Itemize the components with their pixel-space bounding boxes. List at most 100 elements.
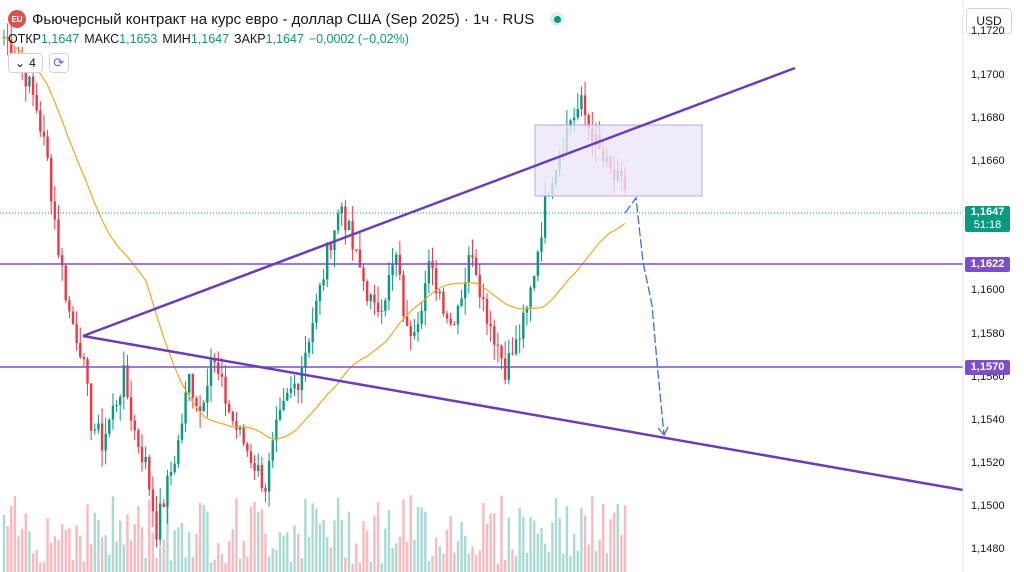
sync-icon[interactable]: ⟳ [48, 53, 69, 73]
candle-body [271, 440, 274, 461]
candle-body [424, 283, 427, 311]
candle-body [97, 423, 100, 430]
candle-body [57, 219, 60, 256]
candle-body [195, 397, 198, 407]
volume-bar [369, 561, 372, 572]
candle-body [220, 373, 224, 377]
candle-body [464, 282, 467, 299]
volume-bar [108, 554, 111, 572]
candle-body [264, 488, 267, 492]
candle-body [434, 268, 438, 294]
candle-body [405, 316, 409, 327]
candle-body [129, 397, 133, 421]
candle-body [39, 110, 42, 132]
volume-bar [206, 511, 209, 572]
candle-body [304, 352, 307, 368]
volume-bar [554, 497, 558, 572]
candle-body [427, 261, 431, 284]
candle-body [500, 345, 503, 359]
volume-bar [464, 535, 467, 572]
candle-body [449, 318, 452, 325]
candle-body [278, 409, 282, 420]
candle-body [166, 475, 169, 507]
volume-bar [82, 561, 86, 572]
volume-bar [188, 531, 191, 572]
volume-bar [612, 512, 616, 572]
candle-body [493, 326, 496, 345]
candle-body [518, 338, 521, 340]
volume-bar [518, 507, 521, 572]
candle-body [572, 117, 576, 121]
volume-bar [503, 559, 507, 572]
candle-body [10, 39, 13, 56]
candle-body [257, 464, 260, 471]
price-tick-label: 1,1540 [971, 413, 1005, 426]
indicator-controls: ⌄ 4 ⟳ [8, 53, 69, 73]
candle-body [53, 201, 57, 220]
volume-bar [391, 547, 394, 572]
indicators-toggle-button[interactable]: ⌄ 4 [8, 53, 43, 73]
volume-bar [376, 502, 380, 572]
volume-bar [75, 525, 78, 572]
currency-button[interactable]: USD [966, 8, 1012, 34]
candle-body [169, 472, 173, 476]
volume-bar [220, 553, 224, 572]
candle-body [307, 341, 311, 353]
candle-body [108, 419, 111, 434]
countdown-value: 51:18 [973, 219, 1002, 231]
candle-body [315, 300, 318, 323]
candle-body [260, 464, 264, 489]
low-label: МИН [162, 32, 191, 46]
candle-body [213, 358, 216, 363]
candle-body [93, 429, 96, 431]
volume-bar [616, 504, 619, 572]
volume-bar [97, 520, 100, 572]
candle-body [289, 388, 293, 393]
volume-bar [271, 548, 274, 572]
candle-body [503, 358, 507, 380]
volume-bar [64, 530, 67, 572]
volume-bar [605, 553, 609, 572]
candle-body [82, 357, 86, 360]
candle-body [137, 430, 140, 447]
price-tick-label: 1,1660 [971, 154, 1005, 167]
volume-bar [347, 511, 351, 572]
candle-body [362, 267, 365, 282]
volume-bar [60, 524, 64, 572]
candle-body [416, 323, 420, 333]
volume-bar [224, 563, 227, 572]
price-tick-label: 1,1480 [971, 543, 1005, 556]
current-price-tag: 1,1647 51:18 [965, 206, 1010, 232]
candle-body [89, 383, 93, 431]
volume-bar [365, 530, 369, 572]
candle-body [395, 254, 398, 265]
symbol-title[interactable]: Фьючерсный контракт на курс евро - долла… [32, 10, 535, 28]
volume-bar [318, 523, 322, 572]
volume-bar [594, 551, 598, 572]
candle-body [180, 423, 184, 440]
candle-body [478, 274, 481, 298]
candle-body [115, 404, 118, 406]
candle-body [365, 281, 369, 302]
candle-body [442, 291, 445, 314]
volume-bar [13, 495, 17, 572]
candle-body [227, 403, 231, 412]
candle-body [409, 326, 412, 336]
volume-bar [115, 541, 118, 572]
low-value: 1,1647 [190, 32, 230, 46]
volume-bar [304, 498, 307, 572]
volume-bar [351, 563, 354, 572]
volume-bar [572, 533, 576, 572]
candle-body [402, 274, 405, 317]
volume-bar [493, 513, 496, 572]
volume-bar [300, 558, 303, 572]
volume-bar [456, 541, 460, 572]
volume-bar [355, 543, 358, 572]
candle-body [46, 136, 49, 158]
candle-body [322, 279, 325, 286]
volume-bar [442, 553, 445, 572]
candle-body [522, 312, 525, 339]
volume-bar [213, 559, 216, 572]
volume-bar [620, 534, 623, 572]
